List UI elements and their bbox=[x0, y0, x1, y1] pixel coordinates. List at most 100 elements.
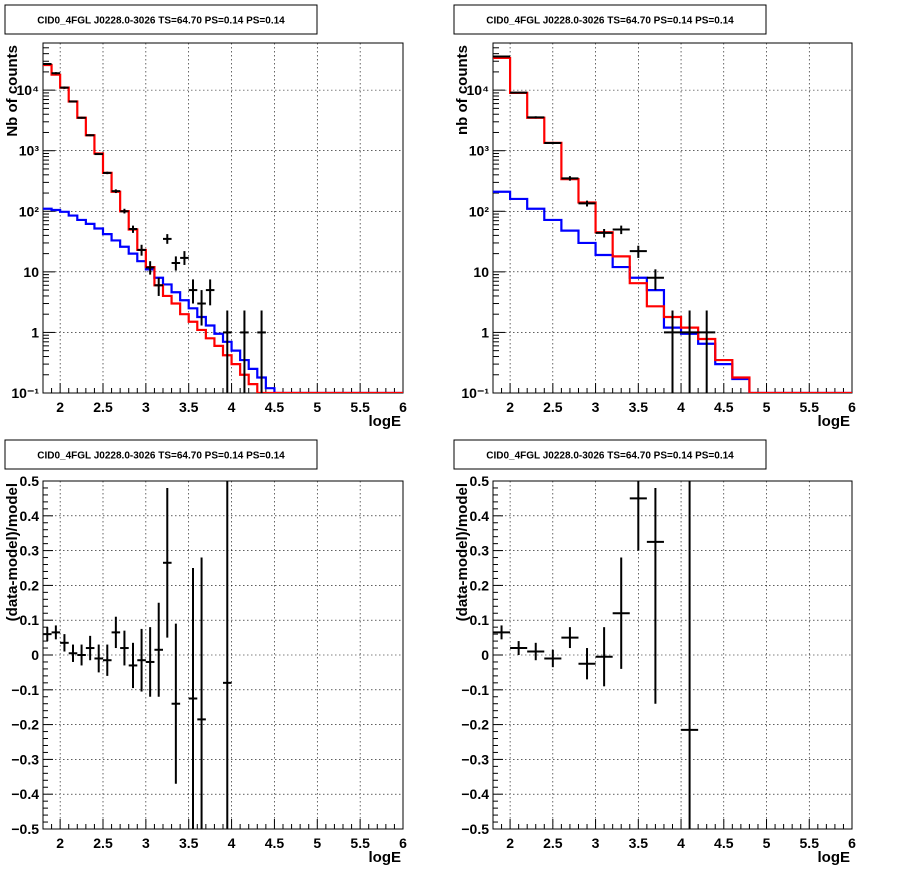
x-tick-label: 2.5 bbox=[93, 399, 113, 415]
y-tick-label: −0.2 bbox=[461, 717, 489, 733]
x-tick-label: 6 bbox=[399, 399, 407, 415]
total-model-step-line bbox=[43, 63, 403, 393]
data-point bbox=[188, 568, 198, 829]
data-point bbox=[681, 481, 699, 829]
y-tick-label: −0.1 bbox=[11, 682, 39, 698]
data-point bbox=[681, 310, 699, 393]
data-point bbox=[223, 310, 232, 393]
data-point bbox=[94, 153, 103, 156]
x-tick-label: 5.5 bbox=[800, 835, 820, 851]
y-tick-label: 10⁴ bbox=[467, 82, 490, 98]
y-tick-label: 0 bbox=[481, 647, 489, 663]
y-tick-label: 10⁻¹ bbox=[461, 385, 489, 401]
data-point bbox=[163, 487, 172, 638]
y-tick-label: 0.4 bbox=[20, 508, 40, 524]
data-point bbox=[128, 642, 138, 689]
data-point bbox=[60, 634, 69, 652]
data-point bbox=[145, 627, 155, 697]
x-tick-label: 4 bbox=[228, 835, 236, 851]
data-point bbox=[197, 290, 206, 326]
x-tick-label: 3.5 bbox=[179, 399, 199, 415]
data-point bbox=[561, 176, 579, 181]
y-tick-label: −0.3 bbox=[11, 751, 39, 767]
plot-area bbox=[43, 481, 232, 829]
y-axis-label: (data-model)/model bbox=[4, 483, 21, 621]
y-tick-label: −0.5 bbox=[11, 821, 39, 837]
y-tick-label: 0.3 bbox=[20, 543, 40, 559]
y-tick-label: 10⁻¹ bbox=[11, 385, 39, 401]
x-axis-label: logE bbox=[818, 413, 851, 430]
x-tick-label: 3 bbox=[592, 835, 600, 851]
data-point bbox=[60, 86, 69, 89]
y-tick-label: 1 bbox=[481, 324, 489, 340]
y-axis-label: (data-model)/model bbox=[454, 483, 471, 621]
data-point bbox=[154, 277, 163, 296]
plot-area bbox=[493, 481, 699, 829]
y-tick-label: 0.2 bbox=[20, 577, 40, 593]
data-point bbox=[188, 279, 198, 304]
x-tick-label: 3 bbox=[142, 835, 150, 851]
x-tick-label: 2 bbox=[506, 835, 514, 851]
chart-panel-bottom-right: CID0_4FGL J0228.0-3026 TS=64.70 PS=0.14 … bbox=[453, 439, 856, 866]
data-point bbox=[663, 310, 682, 393]
x-tick-label: 3.5 bbox=[179, 835, 199, 851]
data-point bbox=[493, 55, 511, 58]
plot-area bbox=[493, 55, 852, 393]
y-tick-label: 1 bbox=[31, 324, 39, 340]
data-point bbox=[145, 261, 155, 275]
y-tick-label: 0.4 bbox=[470, 508, 490, 524]
x-tick-label: 2.5 bbox=[543, 399, 563, 415]
data-point bbox=[646, 269, 664, 291]
chart-panel-bottom-left: CID0_4FGL J0228.0-3026 TS=64.70 PS=0.14 … bbox=[4, 439, 407, 866]
x-tick-label: 4 bbox=[228, 399, 236, 415]
title-box bbox=[4, 439, 318, 470]
data-point bbox=[240, 310, 249, 393]
x-tick-label: 5 bbox=[313, 835, 321, 851]
data-point bbox=[85, 134, 95, 137]
data-point bbox=[629, 481, 647, 551]
x-tick-label: 2.5 bbox=[93, 835, 113, 851]
data-point bbox=[103, 644, 112, 676]
y-tick-label: −0.1 bbox=[461, 682, 489, 698]
y-tick-label: 10 bbox=[23, 264, 39, 280]
data-point bbox=[137, 628, 146, 692]
data-point bbox=[578, 200, 596, 207]
x-tick-label: 5.5 bbox=[800, 399, 820, 415]
chart-title: CID0_4FGL J0228.0-3026 TS=64.70 PS=0.14 … bbox=[37, 451, 285, 462]
data-point bbox=[510, 641, 528, 655]
plot-area bbox=[43, 63, 403, 393]
data-point bbox=[595, 228, 613, 238]
data-point bbox=[612, 225, 630, 235]
y-tick-label: 0.5 bbox=[470, 473, 490, 489]
x-tick-label: 4.5 bbox=[714, 835, 734, 851]
data-point bbox=[103, 171, 112, 175]
data-point bbox=[120, 630, 129, 666]
data-point bbox=[85, 635, 95, 661]
x-tick-label: 3.5 bbox=[629, 399, 649, 415]
y-tick-label: 10² bbox=[19, 203, 40, 219]
data-point bbox=[544, 649, 562, 668]
x-tick-label: 5 bbox=[763, 399, 771, 415]
x-axis-label: logE bbox=[369, 849, 402, 866]
x-axis-label: logE bbox=[818, 849, 851, 866]
x-tick-label: 6 bbox=[848, 399, 856, 415]
x-tick-label: 2 bbox=[56, 835, 64, 851]
x-axis-label: logE bbox=[369, 413, 402, 430]
data-point bbox=[510, 91, 528, 94]
y-tick-label: 10³ bbox=[469, 143, 490, 159]
x-tick-label: 4.5 bbox=[265, 399, 285, 415]
data-point bbox=[43, 627, 52, 642]
x-tick-label: 2.5 bbox=[543, 835, 563, 851]
data-point bbox=[51, 72, 61, 75]
data-point bbox=[544, 141, 562, 145]
x-tick-label: 2 bbox=[56, 399, 64, 415]
data-point bbox=[94, 644, 103, 673]
data-point bbox=[612, 557, 630, 669]
y-axis-label: Nb of counts bbox=[4, 45, 21, 137]
x-tick-label: 5.5 bbox=[350, 399, 370, 415]
y-tick-label: 10³ bbox=[19, 143, 40, 159]
x-tick-label: 4.5 bbox=[265, 835, 285, 851]
data-point bbox=[68, 100, 78, 103]
y-tick-label: 0.5 bbox=[20, 473, 40, 489]
